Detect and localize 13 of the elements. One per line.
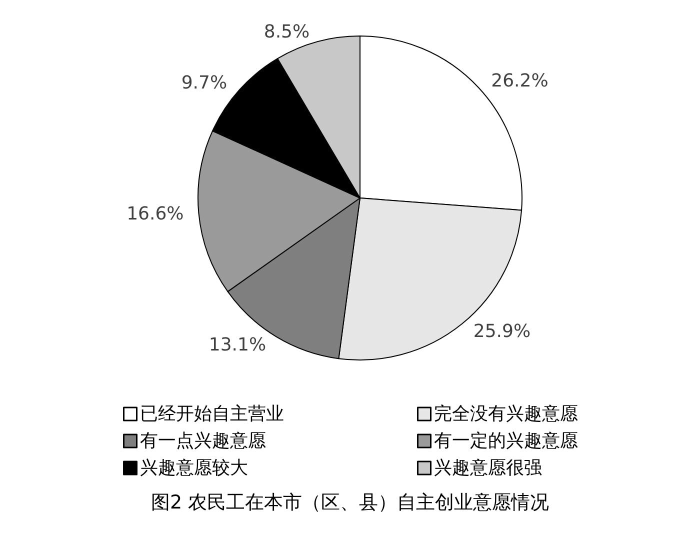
data-label: 13.1%: [208, 334, 266, 356]
text: 图2 农民工在本市（区、县）自主创业意愿情况: [150, 492, 550, 514]
legend-label: 兴趣意愿很强: [434, 458, 542, 478]
legend-label: 完全没有兴趣意愿: [434, 404, 578, 424]
legend-label: 已经开始自主营业: [140, 404, 284, 424]
data-label: 16.6%: [126, 204, 184, 225]
data-label: 8.5%: [264, 22, 310, 43]
data-label: 25.9%: [473, 321, 531, 342]
legend-label: 兴趣意愿较大: [140, 458, 248, 478]
legend-label: 有一定的兴趣意愿: [434, 430, 578, 452]
legend-label: 有一点兴趣意愿: [140, 430, 266, 452]
data-label: 26.2%: [491, 70, 548, 92]
data-label: 9.7%: [181, 72, 228, 94]
